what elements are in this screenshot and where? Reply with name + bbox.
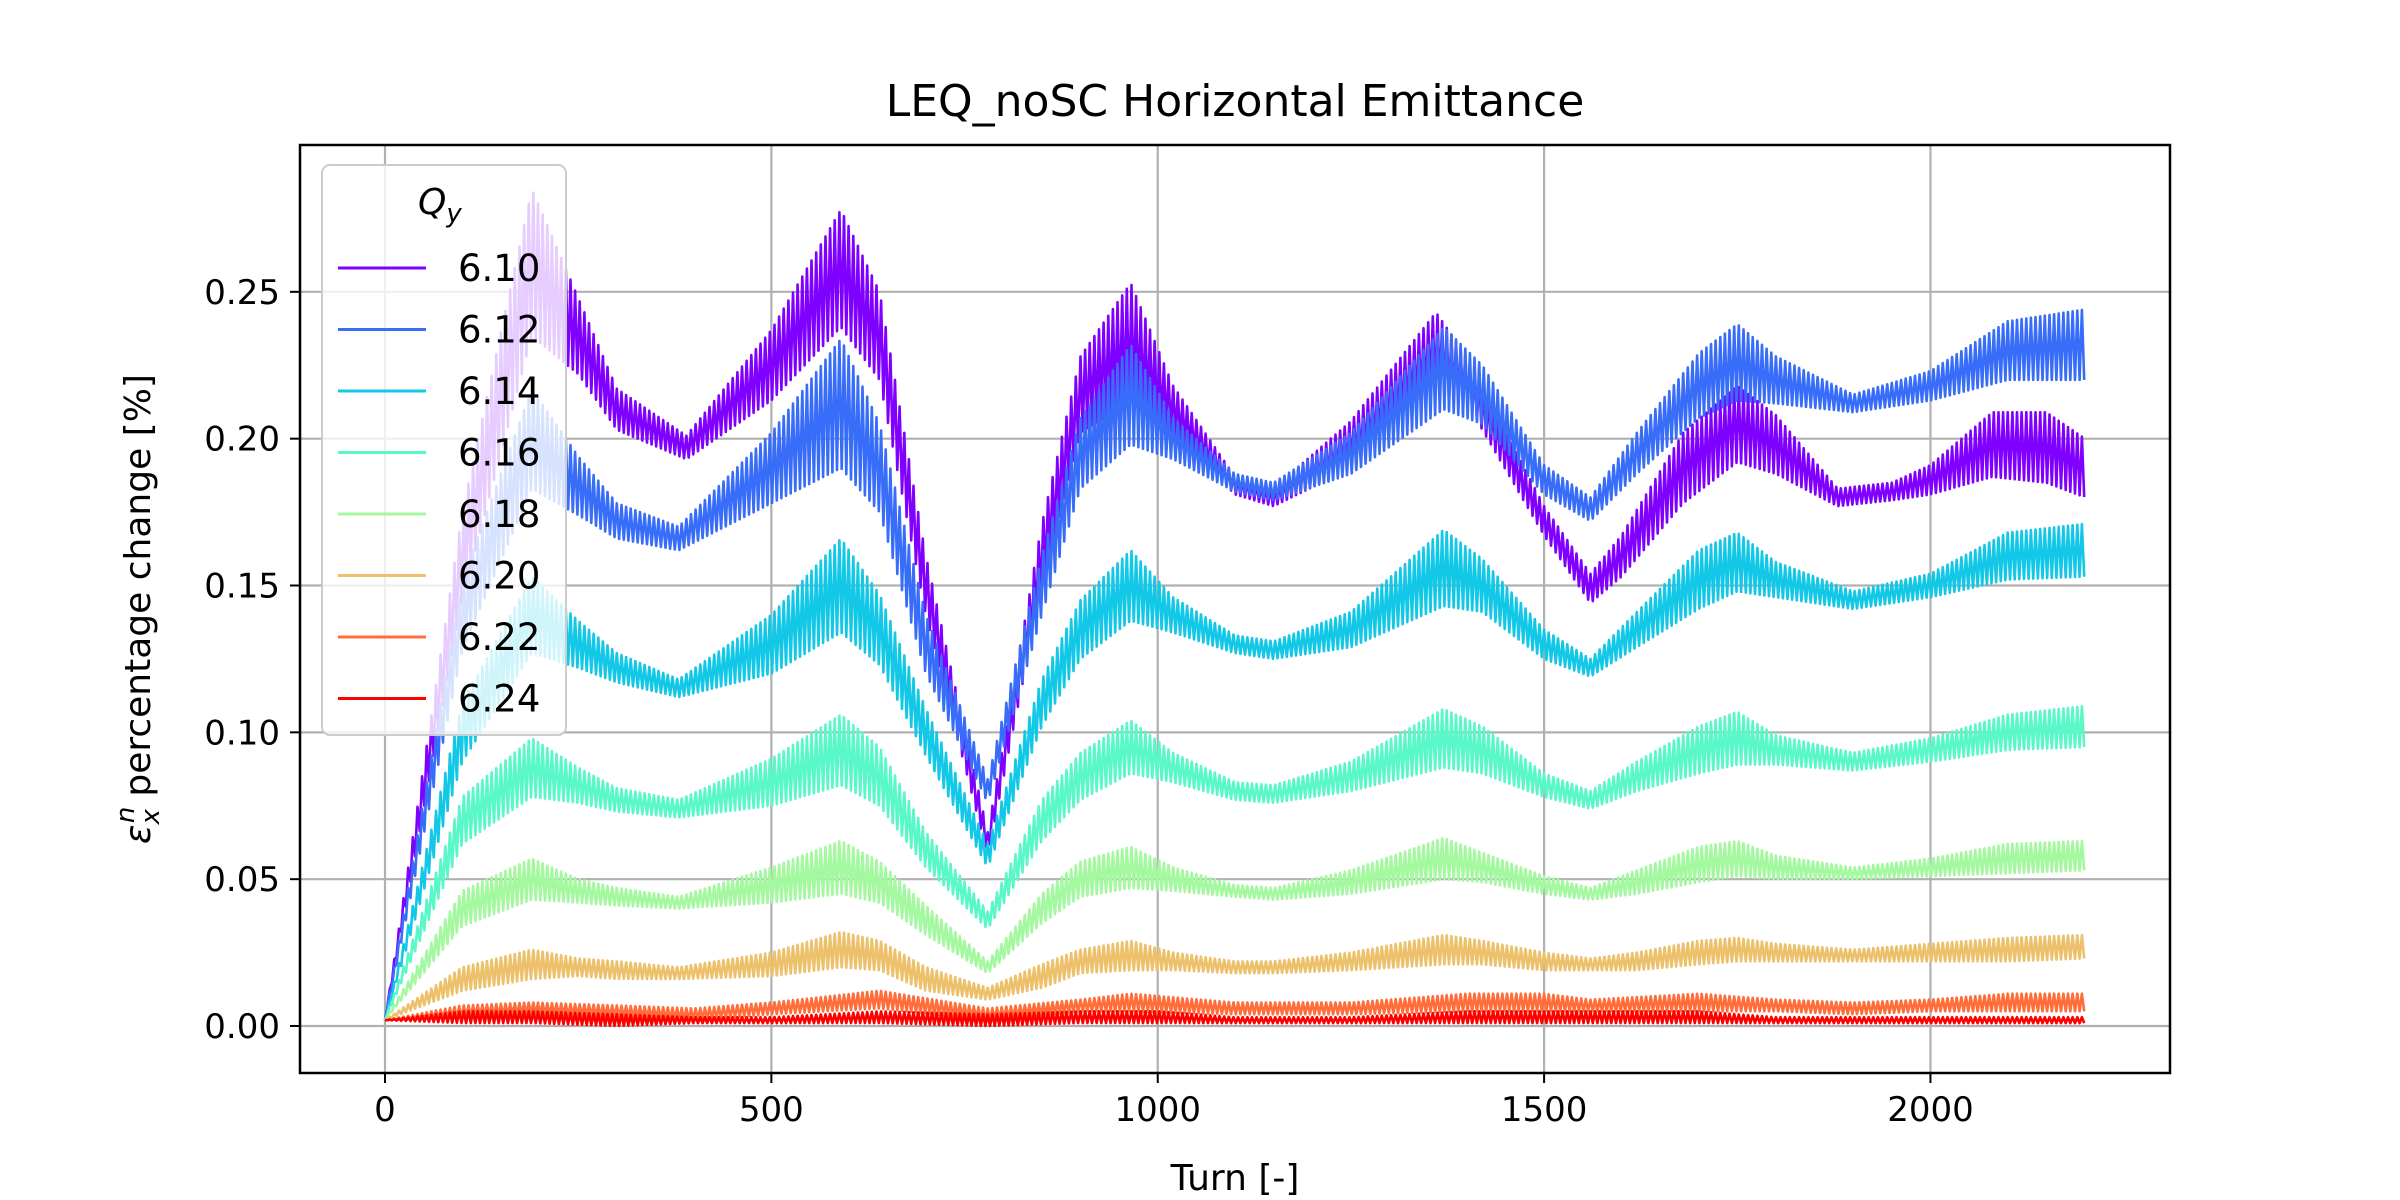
plot-frame	[298, 143, 2172, 1075]
legend-item: 6.20	[338, 555, 540, 598]
legend-label: 6.10	[458, 247, 540, 290]
legend-item: 6.14	[338, 370, 540, 413]
legend-item: 6.18	[338, 493, 540, 536]
series-line-6-18	[383, 837, 2086, 1021]
legend-items: 6.10 6.12 6.14 6.16 6.18 6.20 6.22 6.24	[338, 247, 540, 721]
series-line-6-14	[383, 522, 2086, 1021]
y-tick-label: 0.10	[204, 713, 280, 753]
legend-label: 6.14	[458, 370, 540, 413]
legend-title: Qy	[418, 182, 462, 229]
y-tick-label: 0.15	[204, 567, 280, 607]
y-tick-label: 0.25	[204, 273, 280, 313]
y-tick-label: 0.00	[204, 1007, 280, 1047]
legend-title-subscript: y	[445, 199, 462, 229]
y-axis-subscript: x	[136, 809, 166, 826]
x-tick-label: 500	[739, 1090, 804, 1130]
x-axis-label: Turn [-]	[1170, 1158, 1300, 1199]
legend-item: 6.10	[338, 247, 540, 290]
x-tick-label: 1500	[1501, 1090, 1588, 1130]
y-tick-label: 0.05	[204, 860, 280, 900]
x-tick-label: 2000	[1887, 1090, 1974, 1130]
ticks: 0 500 1000 1500 2000 0.00 0.05 0.10 0.15 0.20 0.25	[204, 273, 1973, 1130]
x-tick-label: 1000	[1114, 1090, 1201, 1130]
series-line-6-12	[383, 308, 2086, 1021]
legend-label: 6.16	[458, 432, 540, 475]
y-axis-label: εxn percentage change [%]	[111, 374, 166, 844]
y-tick-label: 0.20	[204, 420, 280, 460]
legend-item: 6.24	[338, 678, 540, 721]
series-line-6-16	[383, 705, 2086, 1021]
x-tick-label: 0	[374, 1090, 396, 1130]
legend-label: 6.24	[458, 678, 540, 721]
legend-box	[321, 164, 567, 736]
series-line-6-22	[385, 989, 2086, 1022]
series-line-6-20	[384, 931, 2086, 1022]
y-axis-symbol: ε	[118, 825, 159, 844]
legend-label: 6.18	[458, 493, 540, 536]
legend-item: 6.12	[338, 309, 540, 352]
chart-title: LEQ_noSC Horizontal Emittance	[886, 76, 1585, 127]
legend: Qy 6.10 6.12 6.14 6.16 6.18 6.20 6.22 6.24	[321, 164, 567, 736]
series-line-6-24	[384, 1010, 2086, 1028]
y-axis-superscript: n	[111, 807, 141, 823]
legend-label: 6.22	[458, 616, 540, 659]
series-layer	[383, 191, 2086, 1028]
legend-item: 6.16	[338, 432, 540, 475]
legend-item: 6.22	[338, 616, 540, 659]
legend-title-symbol: Q	[418, 182, 446, 223]
legend-label: 6.20	[458, 555, 540, 598]
y-axis-text: percentage change [%]	[118, 374, 159, 797]
legend-label: 6.12	[458, 309, 540, 352]
